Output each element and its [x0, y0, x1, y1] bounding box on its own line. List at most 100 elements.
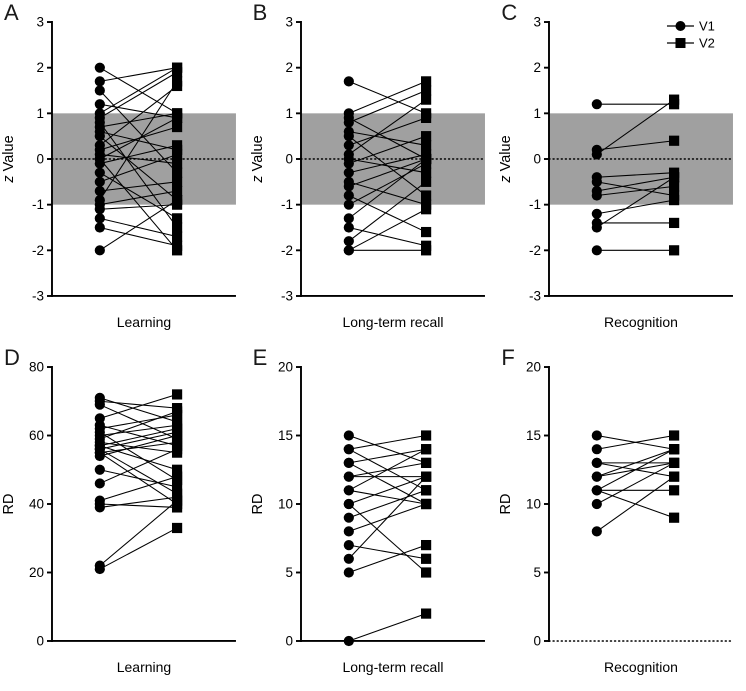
v1-point — [343, 236, 354, 247]
v1-point — [94, 464, 105, 475]
pair-line — [348, 613, 426, 642]
y-tick-label: 0 — [285, 633, 293, 648]
v2-point — [420, 567, 431, 578]
y-tick-label: 10 — [278, 497, 293, 512]
pair-line — [99, 424, 178, 437]
pair-line — [596, 448, 675, 491]
x-axis-label: Long-term recall — [342, 659, 443, 675]
v2-point — [171, 121, 183, 133]
v1-point — [343, 131, 354, 142]
v1-point — [592, 149, 603, 160]
v1-point — [94, 245, 105, 256]
panel-A-plot: -3 -2 -1 0 1 2 3 z Value Learning — [1, 15, 237, 330]
pair-line — [596, 448, 675, 478]
y-axis-label: RD — [1, 494, 17, 515]
pair-line — [596, 176, 675, 228]
pair-line — [99, 67, 178, 114]
pair-line — [99, 448, 178, 495]
pair-line — [99, 435, 178, 457]
pair-line — [99, 448, 178, 484]
pair-line — [348, 226, 426, 247]
x-axis-label: Learning — [117, 314, 171, 330]
panel-letter-f: F — [501, 345, 515, 370]
pair-line — [99, 226, 178, 247]
y-axis-label: RD — [498, 494, 514, 515]
v2-point — [171, 167, 183, 178]
v2-point — [171, 481, 183, 492]
y-tick-label: 0 — [534, 152, 542, 167]
pair-line — [99, 503, 178, 508]
v2-point — [420, 498, 431, 510]
v1-point — [343, 117, 354, 128]
v2-point — [171, 222, 183, 233]
y-tick-label: 0 — [36, 633, 44, 648]
v2-point — [669, 135, 680, 146]
v1-point — [592, 457, 603, 469]
v1-point — [94, 450, 105, 462]
y-tick-label: 10 — [526, 497, 541, 512]
y-tick-label: 5 — [534, 565, 542, 580]
pair-line — [348, 489, 426, 505]
v2-point — [669, 485, 680, 496]
pair-line — [597, 199, 675, 215]
pair-line — [99, 122, 178, 228]
v1-point — [94, 167, 105, 178]
v1-point — [343, 498, 354, 510]
pair-line — [348, 117, 426, 146]
pair-line — [99, 527, 178, 570]
v2-point — [171, 471, 183, 482]
v2-point — [669, 245, 680, 256]
pair-line — [99, 181, 178, 192]
y-tick-label: 1 — [534, 106, 542, 121]
v1-point — [592, 430, 603, 441]
panel-letter-c: C — [501, 0, 518, 25]
pair-line — [99, 71, 178, 119]
v2-point — [420, 553, 431, 564]
panel-letter-b: B — [252, 0, 268, 25]
v2-point — [171, 495, 183, 506]
v1-point — [94, 222, 105, 233]
pair-line — [348, 195, 426, 233]
pair-line — [99, 428, 178, 447]
v1-point — [592, 190, 603, 201]
v1-point — [592, 99, 603, 110]
v1-point — [343, 245, 354, 256]
v2-point — [420, 94, 431, 105]
v2-point — [171, 437, 183, 448]
v1-point — [94, 399, 105, 410]
pair-line — [99, 431, 178, 481]
y-tick-label: 5 — [285, 565, 293, 580]
v1-point — [592, 208, 603, 219]
pair-line — [99, 441, 178, 454]
v2-point — [420, 457, 431, 469]
x-axis-label: Learning — [117, 659, 171, 675]
pair-line — [348, 158, 427, 219]
y-tick-label: 15 — [278, 428, 293, 443]
v2-point — [420, 140, 431, 151]
panel-F-plot: 0 5 10 15 20 RD Recognition — [498, 360, 735, 675]
pair-line — [99, 158, 178, 251]
y-tick-label: 40 — [29, 497, 44, 512]
v1-point — [94, 62, 105, 73]
y-tick-label: -2 — [529, 243, 541, 258]
v1-point — [592, 222, 603, 233]
v2-point — [669, 471, 680, 482]
v2-point — [669, 430, 680, 441]
v1-point — [343, 457, 354, 469]
v2-point — [669, 194, 680, 206]
pair-line — [99, 153, 178, 165]
y-tick-label: 2 — [285, 60, 293, 75]
pair-line — [99, 397, 178, 423]
pair-line — [596, 476, 675, 532]
v2-point — [171, 502, 183, 513]
v2-point — [171, 176, 183, 187]
pair-line — [99, 476, 178, 502]
panel-B: B -3 -2 -1 0 1 2 3 z Value Long-term recall — [249, 0, 498, 345]
v2-point — [420, 608, 431, 619]
x-axis-label: Long-term recall — [342, 314, 443, 330]
pair-line — [348, 434, 426, 450]
pair-line — [348, 163, 427, 206]
pair-line — [99, 500, 178, 567]
v2-point — [420, 485, 431, 496]
v1-point — [343, 444, 354, 455]
